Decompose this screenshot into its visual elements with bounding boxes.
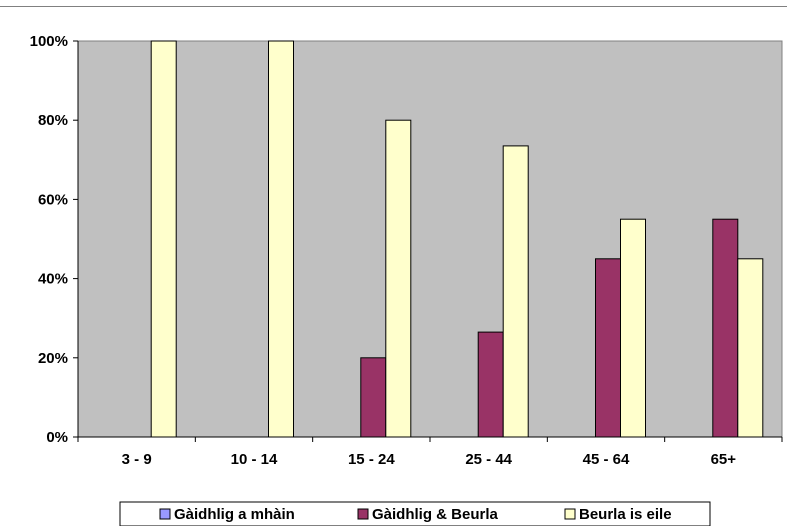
legend: Gàidhlig a mhàin Gàidhlig & Beurla Beurla … (119, 501, 711, 526)
y-tick-label-4: 80% (38, 112, 68, 129)
bar-1-2 (268, 40, 294, 438)
legend-swatch-0 (159, 508, 171, 520)
legend-swatch-1 (357, 508, 369, 520)
bar-2-2 (385, 119, 412, 438)
bar-2-1 (360, 357, 387, 438)
legend-box (119, 501, 711, 526)
x-tick-label-1: 10 - 14 (231, 451, 278, 468)
bar-4-1 (595, 258, 621, 438)
y-tick-label-5: 100% (30, 33, 68, 50)
bar-5-2 (737, 258, 764, 438)
x-tick-label-3: 25 - 44 (465, 451, 512, 468)
x-tick-label-0: 3 - 9 (122, 451, 152, 468)
x-tick-label-5: 65+ (711, 451, 737, 468)
bar-0-2 (150, 40, 177, 438)
x-tick-label-4: 45 - 64 (583, 451, 630, 468)
legend-label-0: Gàidhlig a mhàin (174, 506, 295, 523)
y-tick-label-0: 0% (46, 429, 68, 446)
y-tick-label-2: 40% (38, 271, 68, 288)
top-rule (0, 6, 787, 7)
y-tick-label-3: 60% (38, 191, 68, 208)
legend-label-2: Beurla is eile (579, 506, 672, 523)
x-tick-label-2: 15 - 24 (348, 451, 395, 468)
bar-3-2 (502, 145, 529, 438)
y-tick-label-1: 20% (38, 350, 68, 367)
bar-4-2 (620, 218, 646, 438)
bar-3-1 (477, 331, 504, 438)
legend-swatch-2 (564, 508, 576, 520)
legend-label-1: Gàidhlig & Beurla (372, 506, 499, 523)
plot-area (77, 40, 783, 438)
bar-5-1 (712, 218, 739, 438)
